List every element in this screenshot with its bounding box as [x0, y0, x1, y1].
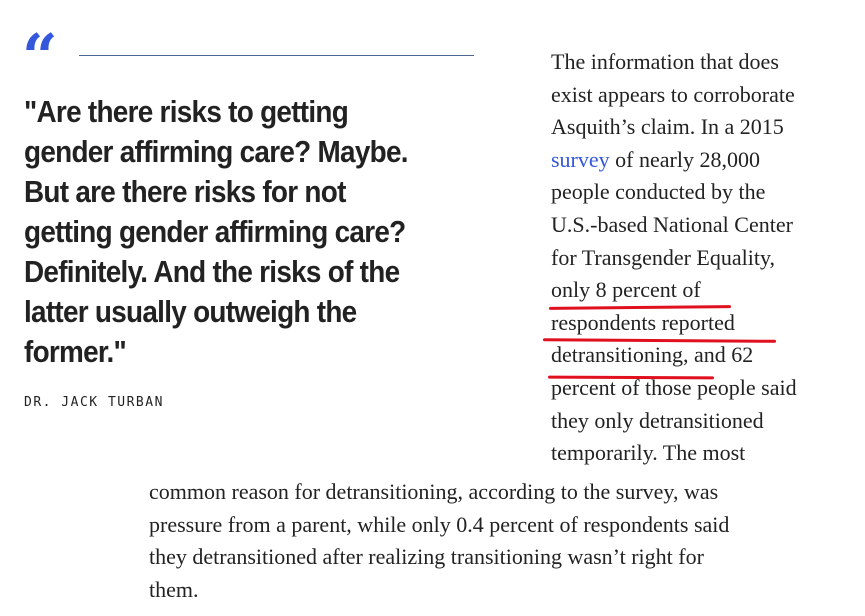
body-line: pressure from a parent, while only 0.4 p… — [149, 511, 730, 537]
survey-link[interactable]: survey — [551, 146, 610, 172]
highlighted-text: only 8 percent of — [551, 277, 701, 303]
body-line: The information that does — [551, 49, 779, 74]
body-line: common reason for detransitioning, accor… — [149, 479, 719, 504]
body-paragraph-continuation: common reason for detransitioning, accor… — [149, 476, 849, 606]
body-line: Asquith’s claim. In a 2015 — [551, 114, 784, 140]
pull-quote-text: "Are there risks to getting gender affir… — [24, 94, 408, 369]
body-line: people conducted by the — [551, 179, 766, 205]
highlighted-text: detransitioning, — [551, 342, 689, 368]
body-line: for Transgender Equality, — [551, 244, 776, 270]
body-line: U.S.-based National Center — [551, 211, 793, 237]
body-line: them. — [149, 576, 199, 602]
body-line: temporarily. The most — [551, 440, 746, 466]
body-line: of nearly 28,000 — [609, 146, 760, 172]
body-paragraph-right-column: The information that does exist appears … — [551, 46, 861, 470]
body-line: and 62 — [688, 342, 754, 368]
quote-mark-icon: “ — [22, 20, 58, 93]
quote-divider — [79, 55, 474, 56]
quote-attribution: DR. JACK TURBAN — [24, 395, 164, 410]
body-line: exist appears to corroborate — [551, 81, 795, 107]
body-line: they only detransitioned — [551, 407, 764, 433]
body-line: they detransitioned after realizing tran… — [149, 544, 704, 570]
highlighted-text: respondents reported — [551, 309, 735, 335]
